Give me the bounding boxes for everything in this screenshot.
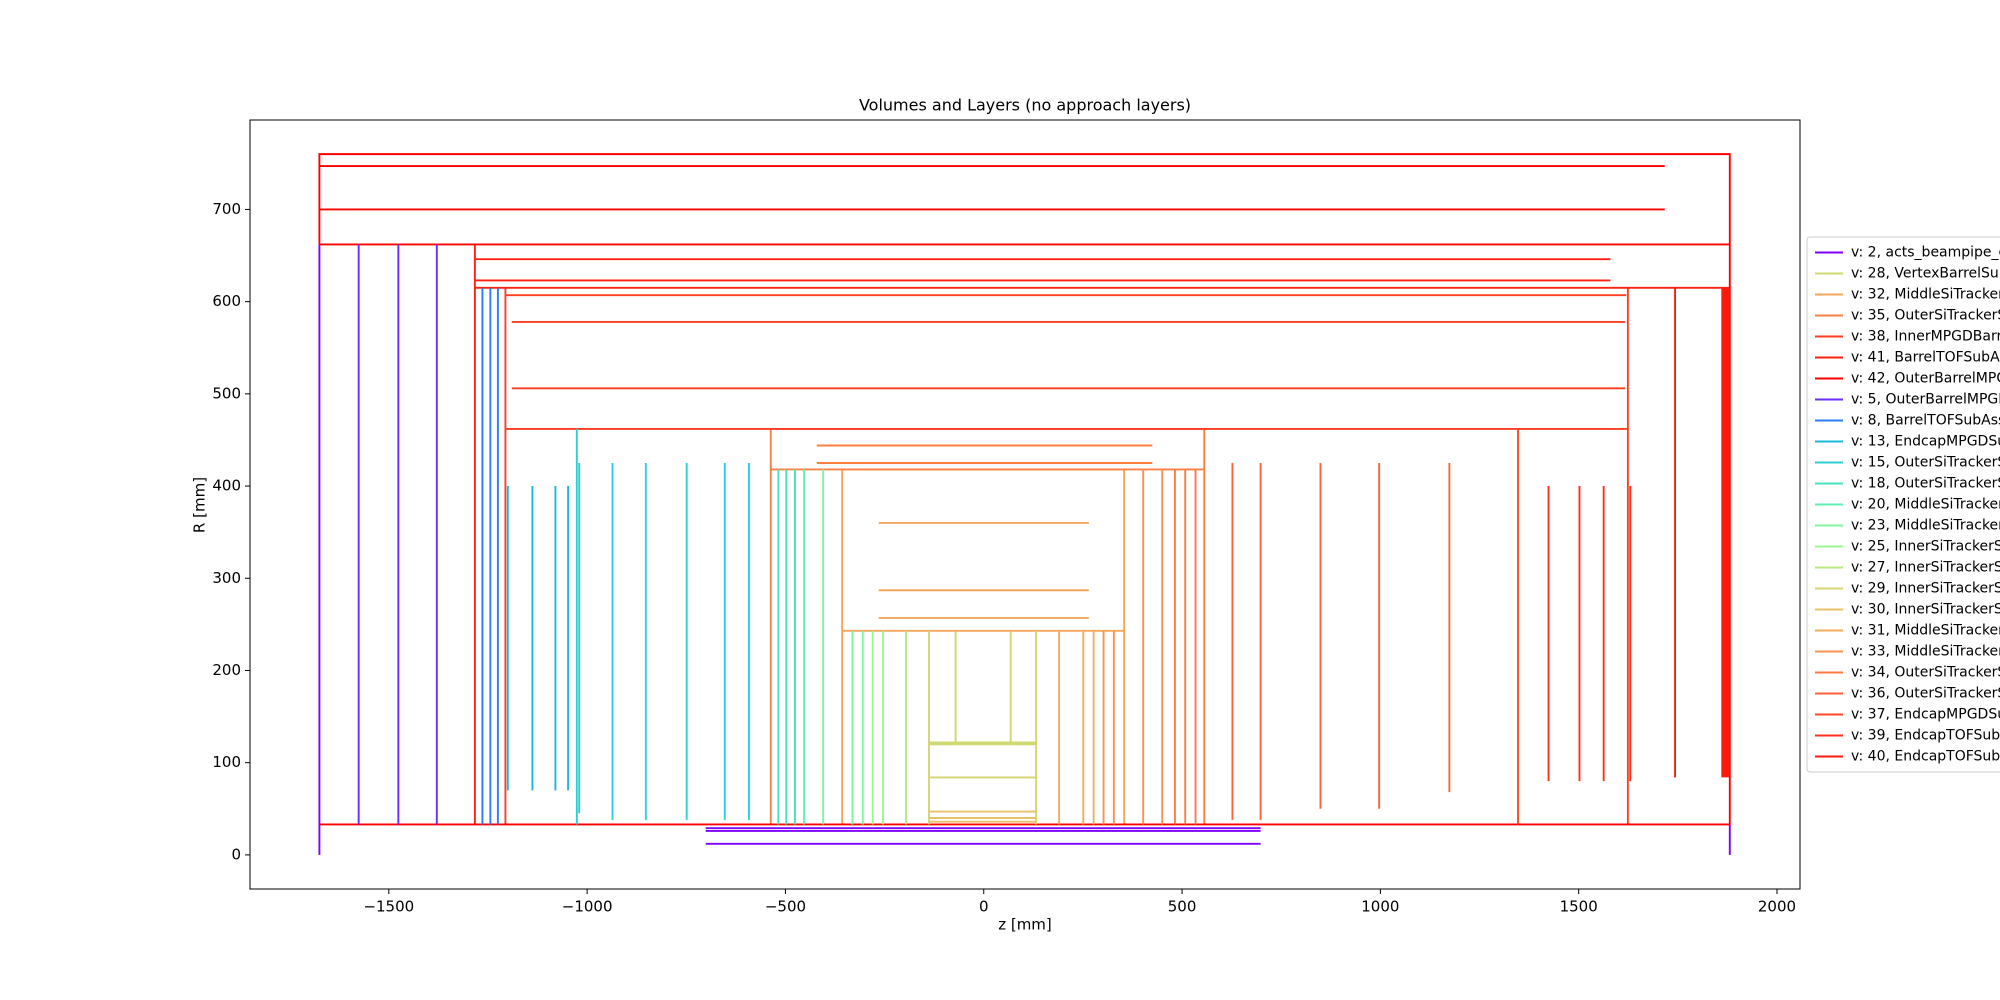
legend-box	[1806, 236, 2000, 773]
legend-label: v: 29, InnerSiTrackerS	[1851, 581, 2000, 597]
legend-label: v: 40, EndcapTOFSub	[1851, 749, 2000, 765]
series-line	[318, 153, 1731, 826]
series-line	[506, 486, 570, 791]
x-tick-label: −500	[765, 898, 806, 916]
plot-frame	[249, 119, 1801, 890]
legend-label: v: 23, MiddleSiTracker	[1851, 518, 2000, 534]
y-tick-label: 200	[212, 661, 241, 679]
y-tick-label: 300	[212, 569, 241, 587]
legend-label: v: 34, OuterSiTrackerS	[1851, 665, 2000, 681]
legend-label: v: 20, MiddleSiTracker	[1851, 497, 2000, 513]
y-tick-label: 500	[212, 384, 241, 402]
series-line	[1058, 630, 1095, 825]
legend-label: v: 36, OuterSiTrackerS	[1851, 686, 2000, 702]
series-line	[929, 810, 1037, 823]
legend: v: 2, acts_beampipe_c v: 28, VertexBarrel…	[1806, 236, 2000, 773]
legend-label: v: 28, VertexBarrelSub	[1851, 266, 2000, 282]
legend-label: v: 37, EndcapMPGDSu	[1851, 707, 2000, 723]
plot-lines	[318, 153, 1731, 855]
series-line	[1674, 287, 1730, 778]
series-line	[473, 244, 1730, 825]
legend-label: v: 18, OuterSiTrackerS	[1851, 476, 2000, 492]
y-axis-label: R [mm]	[191, 477, 209, 533]
legend-label: v: 2, acts_beampipe_c	[1851, 245, 2000, 261]
legend-label: v: 31, MiddleSiTracker	[1851, 623, 2000, 639]
series-line	[504, 287, 1629, 825]
series-line	[1231, 463, 1451, 820]
legend-label: v: 13, EndcapMPGDSu	[1851, 434, 2000, 450]
y-tick-label: 100	[212, 753, 241, 771]
legend-label: v: 25, InnerSiTrackerS	[1851, 539, 2000, 555]
x-tick-label: −1500	[363, 898, 414, 916]
series-line	[871, 630, 884, 825]
series-line	[1173, 469, 1197, 825]
legend-label: v: 42, OuterBarrelMPG	[1851, 371, 2000, 387]
series-line	[1547, 486, 1632, 782]
x-tick-label: 0	[979, 898, 989, 916]
y-tick-label: 700	[212, 200, 241, 218]
legend-label: v: 5, OuterBarrelMPGD	[1851, 392, 2000, 408]
series-line	[928, 630, 1038, 825]
chart-title: Volumes and Layers (no approach layers)	[859, 96, 1191, 115]
y-tick-label: 0	[231, 845, 241, 863]
x-tick-label: −1000	[562, 898, 613, 916]
legend-label: v: 35, OuterSiTrackerS	[1851, 308, 2000, 324]
legend-label: v: 39, EndcapTOFSub	[1851, 728, 2000, 744]
legend-label: v: 38, InnerMPGDBarr	[1851, 329, 2000, 345]
x-tick-label: 1500	[1560, 898, 1598, 916]
series-line	[1102, 469, 1164, 825]
series-line	[481, 287, 499, 825]
x-tick-label: 500	[1168, 898, 1197, 916]
legend-label: v: 15, OuterSiTrackerS	[1851, 455, 2000, 471]
series-line	[777, 469, 796, 825]
y-tick-label: 600	[212, 292, 241, 310]
legend-label: v: 32, MiddleSiTracker	[1851, 287, 2000, 303]
series-line	[929, 630, 1037, 746]
y-tick-label: 400	[212, 477, 241, 495]
legend-label: v: 27, InnerSiTrackerS	[1851, 560, 2000, 576]
series-line	[575, 428, 750, 825]
x-tick-label: 1000	[1361, 898, 1399, 916]
legend-label: v: 30, InnerSiTrackerS	[1851, 602, 2000, 618]
legend-label: v: 8, BarrelTOFSubAss	[1851, 413, 2000, 429]
x-axis-label: z [mm]	[998, 916, 1052, 934]
series-line	[357, 244, 438, 825]
legend-label: v: 41, BarrelTOFSubA	[1851, 350, 2000, 366]
x-tick-label: 2000	[1758, 898, 1796, 916]
legend-label: v: 33, MiddleSiTracker	[1851, 644, 2000, 660]
series-line	[318, 244, 1731, 855]
series-line	[822, 469, 864, 825]
